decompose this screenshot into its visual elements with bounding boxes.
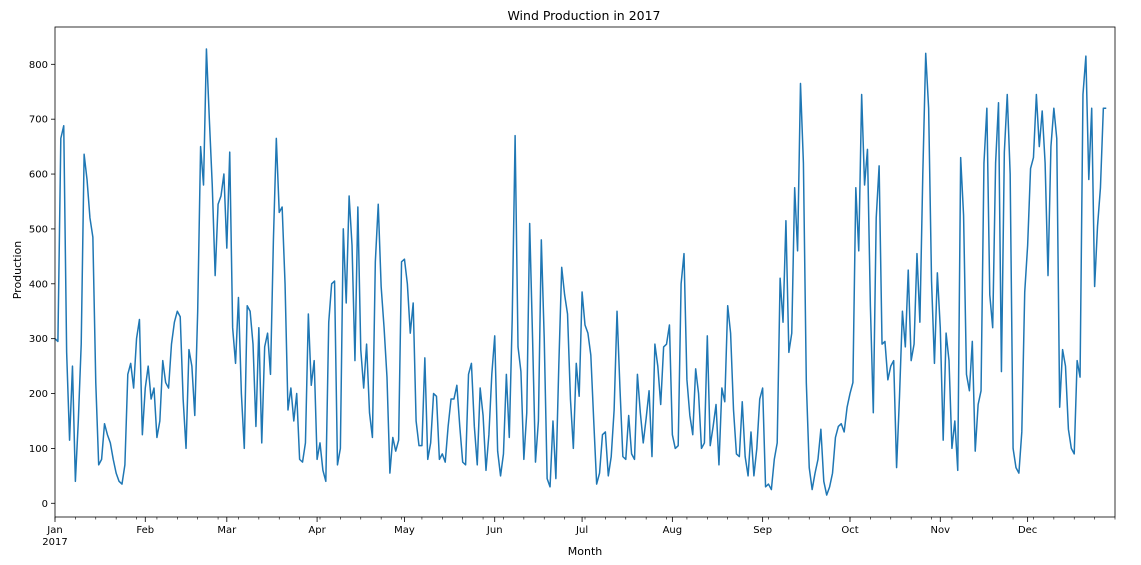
- x-tick-label: Jun: [486, 525, 503, 536]
- plot-frame: [54, 26, 1116, 518]
- x-tick-label: Sep: [753, 525, 772, 536]
- x-axis-minor-ticks: [54, 517, 1116, 520]
- y-tick-label: 700: [29, 115, 48, 126]
- series-line: [54, 48, 1107, 496]
- y-tick-label: 800: [29, 60, 48, 71]
- x-axis-title: Month: [568, 545, 603, 558]
- x-tick-label: May: [394, 525, 415, 536]
- x-tick-label: Nov: [931, 525, 951, 536]
- y-tick-label: 300: [29, 334, 48, 345]
- chart-title: Wind Production in 2017: [507, 8, 660, 23]
- y-tick-label: 600: [29, 170, 48, 181]
- x-tick-label: Jul: [575, 525, 588, 536]
- x-tick-label: Feb: [136, 525, 154, 536]
- y-tick-label: 500: [29, 224, 48, 235]
- y-tick-label: 100: [29, 444, 48, 455]
- x-tick-label: Aug: [663, 525, 683, 536]
- y-axis-ticks: 0 100 200 300 400 500 600 700 800: [29, 60, 55, 510]
- x-tick-label: Jan: [46, 525, 62, 536]
- x-tick-label: Apr: [308, 525, 326, 536]
- y-tick-label: 0: [42, 499, 48, 510]
- x-tick-label: Oct: [841, 525, 858, 536]
- x-tick-label: Dec: [1018, 525, 1037, 536]
- y-tick-label: 200: [29, 389, 48, 400]
- x-tick-sublabel: 2017: [42, 537, 67, 548]
- y-axis-title: Production: [11, 241, 24, 300]
- y-tick-label: 400: [29, 279, 48, 290]
- x-tick-label: Mar: [217, 525, 237, 536]
